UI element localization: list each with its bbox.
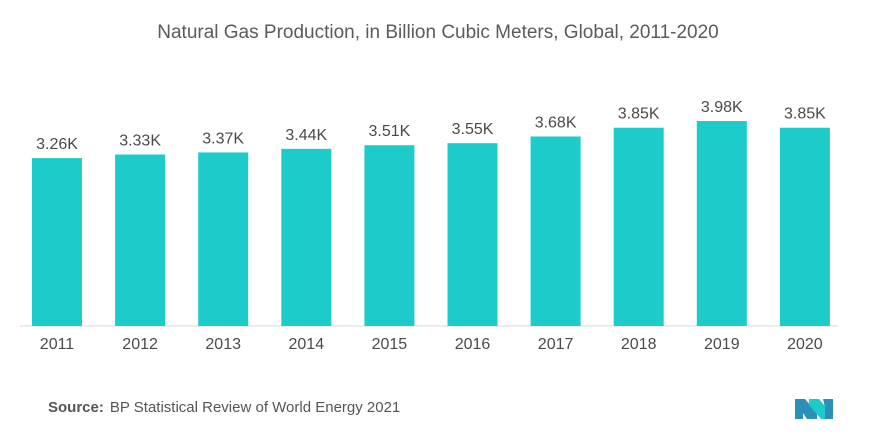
bar-2016 — [447, 143, 498, 326]
data-label-2020: 3.85K — [784, 106, 826, 123]
mordor-intelligence-logo-icon — [795, 399, 833, 419]
bar-2014 — [281, 148, 332, 326]
source-text: BP Statistical Review of World Energy 20… — [109, 399, 401, 416]
bar-2017 — [530, 136, 581, 326]
x-tick-2013: 2013 — [205, 336, 241, 353]
bar-2015 — [364, 145, 415, 326]
data-label-2014: 3.44K — [285, 127, 327, 144]
chart-title: Natural Gas Production, in Billion Cubic… — [157, 22, 719, 43]
x-tick-2020: 2020 — [787, 336, 823, 353]
x-tick-2015: 2015 — [372, 336, 408, 353]
x-tick-labels-group: 2011 2012 2013 2014 2015 2016 2017 2018 2019 2020 — [40, 336, 823, 353]
data-labels-group: 3.26K 3.33K 3.37K 3.44K 3.51K 3.55K 3.68K 3.85K… — [36, 99, 826, 153]
bar-2019 — [696, 121, 747, 326]
x-tick-2016: 2016 — [455, 336, 491, 353]
data-label-2011: 3.26K — [36, 136, 78, 153]
bar-2018 — [613, 127, 664, 326]
bars-group — [32, 121, 830, 326]
source-note: Source: BP Statistical Review of World En… — [48, 399, 400, 416]
data-label-2012: 3.33K — [119, 133, 161, 150]
data-label-2015: 3.51K — [368, 123, 410, 140]
x-tick-2017: 2017 — [538, 336, 574, 353]
bar-2012 — [115, 154, 166, 326]
bar-2020 — [779, 127, 830, 326]
x-tick-2014: 2014 — [289, 336, 325, 353]
data-label-2016: 3.55K — [452, 121, 494, 138]
x-tick-2012: 2012 — [122, 336, 158, 353]
data-label-2018: 3.85K — [618, 106, 660, 123]
bar-2013 — [198, 152, 249, 326]
data-label-2017: 3.68K — [535, 114, 577, 131]
source-label: Source: — [48, 399, 104, 416]
data-label-2019: 3.98K — [701, 99, 743, 116]
x-tick-2018: 2018 — [621, 336, 657, 353]
x-tick-2011: 2011 — [40, 336, 75, 353]
x-tick-2019: 2019 — [704, 336, 740, 353]
bar-2011 — [32, 158, 82, 326]
data-label-2013: 3.37K — [202, 130, 244, 147]
